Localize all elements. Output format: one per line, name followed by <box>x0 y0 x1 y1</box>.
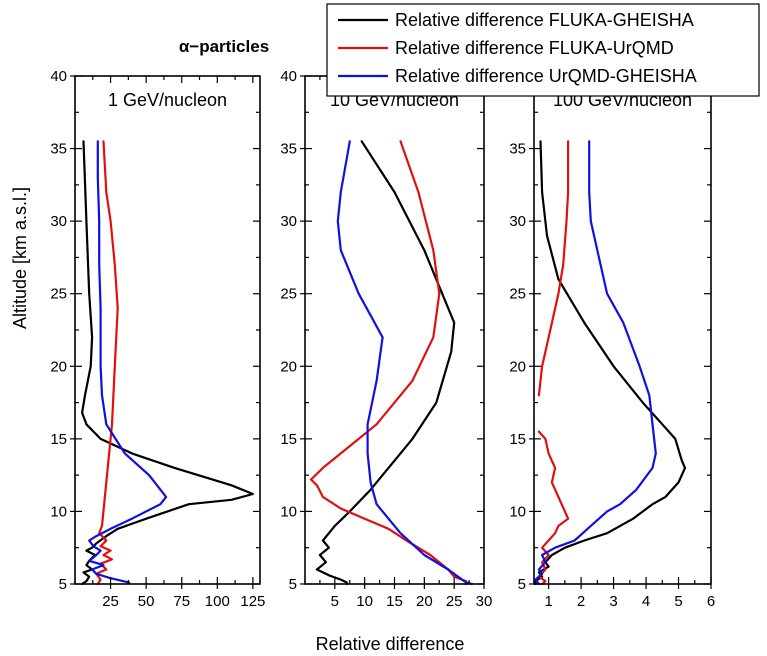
chart-title: α−particles <box>179 37 269 56</box>
y-tick-label: 40 <box>280 68 297 85</box>
legend-label-urqmd-gheisha: Relative difference UrQMD-GHEISHA <box>395 66 697 86</box>
x-tick-label: 100 <box>205 593 230 610</box>
y-tick-label: 5 <box>289 576 297 593</box>
y-tick-label: 20 <box>509 358 526 375</box>
y-tick-label: 25 <box>50 286 67 303</box>
series-relative-difference-fluka-urqmd-panel-1 <box>95 140 119 586</box>
legend: Relative difference FLUKA-GHEISHA Relati… <box>326 3 760 97</box>
series-relative-difference-fluka-gheisha-panel-3 <box>534 140 687 586</box>
x-axis-label: Relative difference <box>316 634 465 654</box>
y-tick-label: 20 <box>280 358 297 375</box>
y-tick-label: 30 <box>280 213 297 230</box>
y-tick-label: 35 <box>280 141 297 158</box>
y-tick-label: 25 <box>509 286 526 303</box>
x-tick-label: 6 <box>707 593 715 610</box>
x-tick-label: 30 <box>476 593 493 610</box>
plot-frame-2 <box>304 75 485 585</box>
series-relative-difference-urqmd-gheisha-panel-3 <box>534 140 657 586</box>
panel-3: 510152025303540123456100 GeV/nucleon <box>509 68 715 610</box>
y-axis-label: Altitude [km a.s.l.] <box>10 187 30 329</box>
y-tick-label: 5 <box>518 576 526 593</box>
plot-frame-3 <box>533 75 712 585</box>
panel-label-1: 1 GeV/nucleon <box>108 90 227 110</box>
y-tick-label: 35 <box>50 141 67 158</box>
series-relative-difference-fluka-urqmd-panel-3 <box>537 140 570 586</box>
series-relative-difference-urqmd-gheisha-panel-2 <box>336 140 474 586</box>
series-relative-difference-fluka-gheisha-panel-2 <box>315 140 456 586</box>
x-tick-label: 15 <box>386 593 403 610</box>
x-tick-label: 25 <box>102 593 119 610</box>
x-tick-label: 1 <box>544 593 552 610</box>
y-tick-label: 10 <box>509 503 526 520</box>
y-tick-label: 20 <box>50 358 67 375</box>
y-tick-label: 10 <box>280 503 297 520</box>
x-tick-label: 75 <box>173 593 190 610</box>
x-tick-label: 2 <box>577 593 585 610</box>
legend-label-fluka-urqmd: Relative difference FLUKA-UrQMD <box>395 38 674 58</box>
y-tick-label: 10 <box>50 503 67 520</box>
y-tick-label: 30 <box>509 213 526 230</box>
y-tick-label: 30 <box>50 213 67 230</box>
x-tick-label: 5 <box>331 593 339 610</box>
legend-box <box>326 3 760 97</box>
x-tick-label: 20 <box>416 593 433 610</box>
x-tick-label: 125 <box>240 593 265 610</box>
y-tick-label: 40 <box>50 68 67 85</box>
x-tick-label: 50 <box>138 593 155 610</box>
x-tick-label: 10 <box>356 593 373 610</box>
panel-1: 5 10 15 20 25 30 35 40 25 50 75 100 125 1 GeV/nucleon <box>50 68 265 610</box>
y-tick-label: 35 <box>509 141 526 158</box>
y-tick-label: 15 <box>509 431 526 448</box>
x-tick-label: 3 <box>609 593 617 610</box>
series-relative-difference-fluka-gheisha-panel-1 <box>81 140 254 586</box>
x-tick-label: 25 <box>446 593 463 610</box>
y-tick-label: 15 <box>280 431 297 448</box>
y-tick-label: 25 <box>280 286 297 303</box>
y-tick-label: 5 <box>59 576 67 593</box>
x-tick-label: 5 <box>674 593 682 610</box>
x-tick-label: 4 <box>642 593 650 610</box>
y-tick-label: 15 <box>50 431 67 448</box>
series-relative-difference-urqmd-gheisha-panel-1 <box>88 140 168 584</box>
legend-label-fluka-gheisha: Relative difference FLUKA-GHEISHA <box>395 10 694 30</box>
